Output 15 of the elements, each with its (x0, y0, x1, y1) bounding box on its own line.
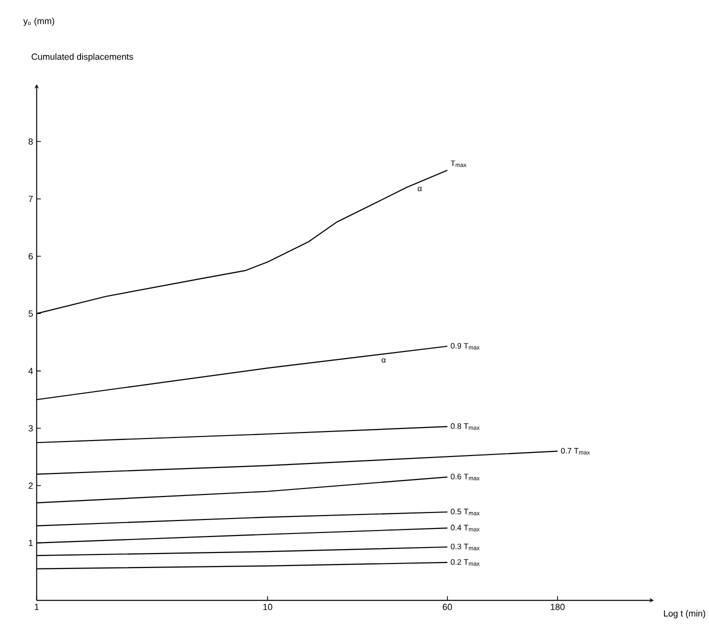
x-tick-label: 180 (550, 604, 565, 610)
x-axis-title: Log t (min) (664, 610, 706, 618)
text: y$_{o}$ (mm) (23, 18, 54, 26)
y-tick-label: 8 (28, 138, 33, 145)
y-tick-label: 4 (28, 368, 33, 374)
y-tick-label: 5 (28, 310, 33, 317)
y-tick-label: 7 (28, 196, 33, 202)
y-tick-label: 3 (28, 425, 33, 432)
chart-subtitle: Cumulated displacements (32, 53, 134, 62)
x-tick-label: 10 (263, 604, 272, 610)
x-tick-label: 1 (34, 604, 39, 610)
y-tick-label: 6 (28, 253, 33, 260)
y-tick-label: 2 (28, 482, 33, 489)
y-tick-label: 1 (28, 540, 33, 546)
x-tick-label: 60 (442, 604, 452, 610)
